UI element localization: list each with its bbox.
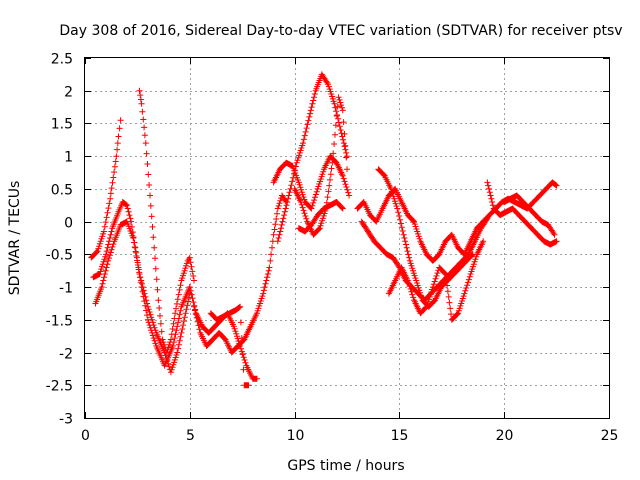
data-marks bbox=[88, 71, 560, 389]
series-sat-i bbox=[274, 71, 350, 245]
plus-markers bbox=[484, 179, 560, 248]
series-sat-l bbox=[354, 185, 487, 264]
series-sat-h bbox=[270, 153, 353, 212]
y-tick-label: -2 bbox=[59, 347, 73, 363]
plus-markers bbox=[295, 199, 346, 235]
x-tick-label: 10 bbox=[287, 428, 305, 444]
chart-title: Day 308 of 2016, Sidereal Day-to-day VTE… bbox=[59, 23, 622, 39]
y-axis-label: SDTVAR / TECUs bbox=[7, 181, 23, 296]
y-tick-label: 2 bbox=[64, 85, 73, 101]
series-sat-o bbox=[385, 238, 487, 323]
y-tick-label: 2.5 bbox=[51, 52, 73, 68]
x-tick-label: 0 bbox=[81, 428, 90, 444]
plus-markers bbox=[136, 87, 197, 356]
series-sat-r bbox=[501, 192, 558, 238]
series-sat-n bbox=[375, 166, 476, 310]
y-tick-label: 0.5 bbox=[51, 183, 73, 199]
y-tick-label: 1.5 bbox=[51, 117, 73, 133]
y-tick-label: -1.5 bbox=[46, 314, 73, 330]
series-sat-j bbox=[291, 94, 350, 238]
y-tick-label: -1 bbox=[59, 281, 73, 297]
y-tick-label: -3 bbox=[59, 412, 73, 428]
plus-markers bbox=[270, 153, 353, 212]
y-tick-label: 0 bbox=[64, 216, 73, 232]
plot-frame bbox=[84, 57, 610, 419]
plus-markers bbox=[385, 238, 487, 323]
plus-markers bbox=[207, 303, 252, 389]
plus-markers bbox=[375, 166, 476, 310]
axis-ticks: 0 5 10 15 20 25 -3 -2.5 -2 -1.5 -1 -0.5 0 0.5 1 1.5 2 2.5 bbox=[46, 52, 619, 445]
plus-markers bbox=[274, 71, 350, 245]
series-sat-q bbox=[484, 179, 560, 248]
plus-markers bbox=[88, 117, 124, 261]
x-tick-label: 15 bbox=[391, 428, 409, 444]
series-sat-d bbox=[136, 87, 197, 356]
y-tick-label: -0.5 bbox=[46, 248, 73, 264]
plus-markers bbox=[92, 218, 193, 376]
y-tick-label: -2.5 bbox=[46, 379, 73, 395]
plus-markers bbox=[501, 192, 558, 238]
x-tick-label: 5 bbox=[186, 428, 195, 444]
plus-markers bbox=[291, 94, 350, 238]
x-axis-label: GPS time / hours bbox=[287, 458, 404, 474]
series-sat-f bbox=[191, 192, 290, 356]
plus-markers bbox=[191, 192, 290, 356]
plus-markers bbox=[354, 185, 487, 264]
x-tick-label: 25 bbox=[601, 428, 619, 444]
series-sat-a bbox=[88, 117, 124, 261]
series-sat-k bbox=[295, 199, 346, 235]
series-sat-c bbox=[92, 218, 193, 376]
series-sat-g bbox=[207, 303, 252, 389]
x-tick-label: 20 bbox=[496, 428, 514, 444]
y-tick-label: 1 bbox=[64, 150, 73, 166]
